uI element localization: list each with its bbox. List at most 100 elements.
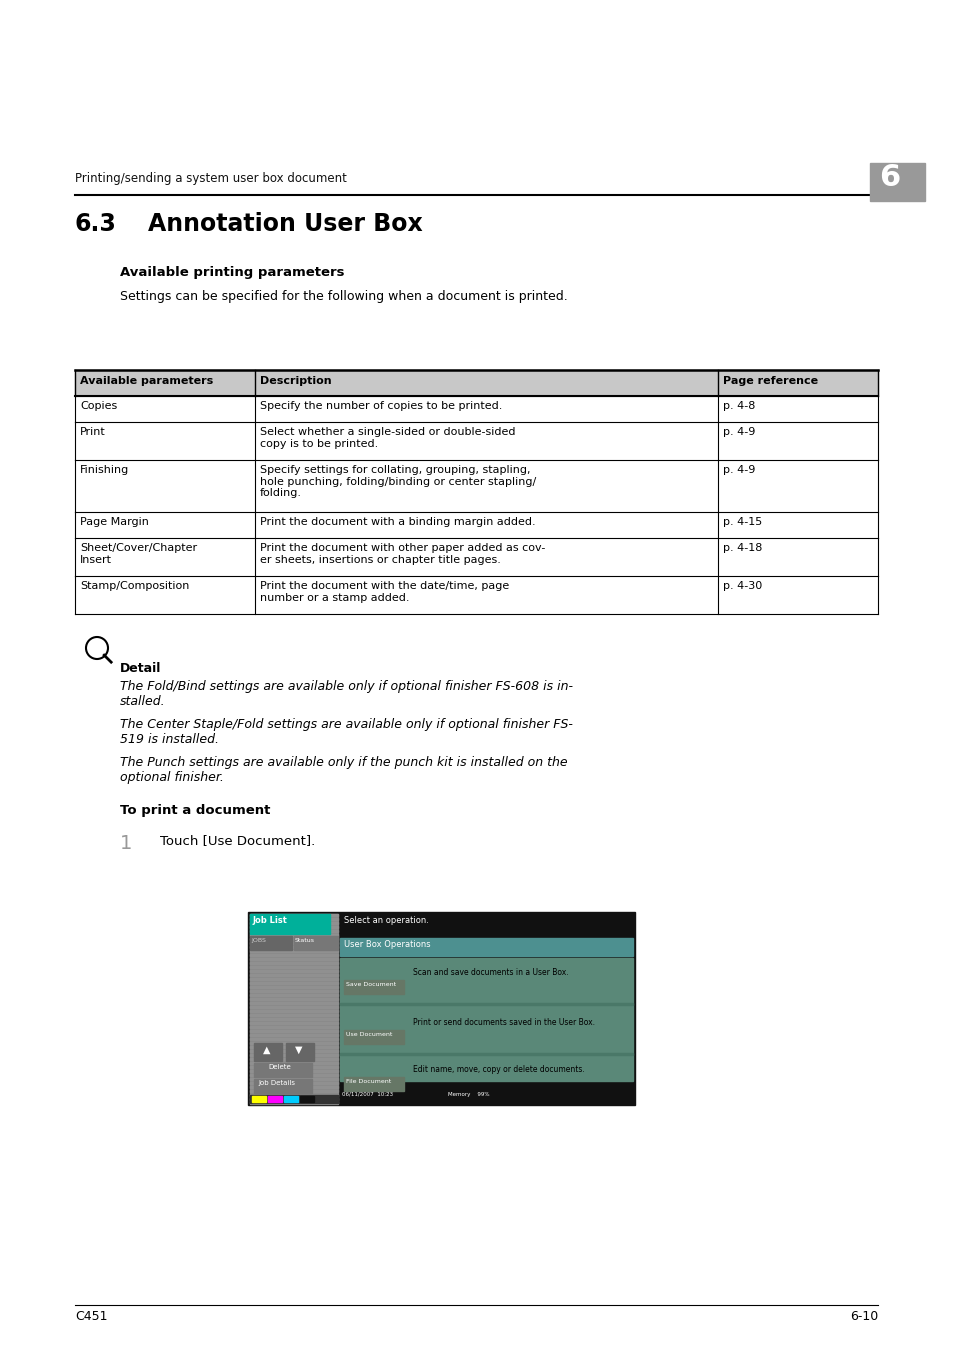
Text: The Punch settings are available only if the punch kit is installed on the
optio: The Punch settings are available only if…: [120, 756, 567, 784]
Text: Scan and save documents in a User Box.: Scan and save documents in a User Box.: [413, 968, 568, 977]
Text: To print a document: To print a document: [120, 805, 270, 817]
Bar: [339, 914, 633, 936]
Text: p. 4-15: p. 4-15: [722, 517, 761, 526]
Text: The Fold/Bind settings are available only if optional finisher FS-608 is in-
sta: The Fold/Bind settings are available onl…: [120, 680, 573, 707]
Text: The Center Staple/Fold settings are available only if optional finisher FS-
519 : The Center Staple/Fold settings are avai…: [120, 718, 572, 747]
Bar: [339, 1091, 633, 1103]
Bar: [250, 1038, 337, 1040]
Bar: [250, 930, 337, 932]
Text: 1: 1: [120, 834, 132, 853]
Text: Status: Status: [294, 938, 314, 944]
Bar: [344, 980, 403, 994]
Bar: [253, 1044, 282, 1061]
Bar: [250, 1042, 337, 1044]
Bar: [250, 1094, 337, 1096]
Text: 06/11/2007  10:23: 06/11/2007 10:23: [341, 1092, 393, 1098]
Text: Edit name, move, copy or delete documents.: Edit name, move, copy or delete document…: [413, 1065, 584, 1075]
Bar: [248, 913, 635, 1106]
Text: ▲: ▲: [263, 1045, 271, 1054]
Text: Specify settings for collating, grouping, stapling,
hole punching, folding/bindi: Specify settings for collating, grouping…: [260, 464, 536, 498]
Text: Print or send documents saved in the User Box.: Print or send documents saved in the Use…: [413, 1018, 595, 1027]
Text: 6.3: 6.3: [75, 212, 117, 236]
Bar: [250, 1062, 337, 1064]
Bar: [250, 914, 330, 934]
Bar: [253, 1079, 312, 1094]
Text: Page reference: Page reference: [722, 377, 818, 386]
Bar: [286, 1044, 314, 1061]
Bar: [250, 998, 337, 1000]
Bar: [250, 946, 337, 948]
Text: File Document: File Document: [346, 1079, 391, 1084]
Text: ▼: ▼: [294, 1045, 302, 1054]
Bar: [250, 914, 337, 1103]
Text: Available parameters: Available parameters: [80, 377, 213, 386]
Bar: [250, 938, 337, 940]
Bar: [250, 954, 337, 956]
Text: C451: C451: [75, 1310, 108, 1323]
Text: Printing/sending a system user box document: Printing/sending a system user box docum…: [75, 171, 347, 185]
Bar: [250, 1050, 337, 1052]
Bar: [250, 926, 337, 927]
Bar: [339, 938, 633, 956]
Bar: [250, 1095, 337, 1103]
Bar: [339, 958, 633, 1081]
Text: p. 4-30: p. 4-30: [722, 580, 761, 591]
Bar: [250, 981, 337, 984]
Bar: [299, 1096, 314, 1102]
Text: p. 4-9: p. 4-9: [722, 464, 755, 475]
Bar: [344, 1077, 403, 1091]
Bar: [268, 1096, 282, 1102]
Text: Job Details: Job Details: [257, 1080, 294, 1085]
Text: Save Document: Save Document: [346, 981, 395, 987]
Bar: [250, 986, 337, 988]
Bar: [250, 971, 337, 972]
Bar: [250, 1026, 337, 1027]
Bar: [250, 967, 337, 968]
Bar: [869, 163, 924, 201]
Bar: [250, 936, 292, 950]
Bar: [250, 958, 337, 960]
Bar: [250, 1102, 337, 1104]
Bar: [284, 1096, 297, 1102]
Text: Select whether a single-sided or double-sided
copy is to be printed.: Select whether a single-sided or double-…: [260, 427, 515, 448]
Text: Specify the number of copies to be printed.: Specify the number of copies to be print…: [260, 401, 502, 410]
Bar: [250, 1098, 337, 1100]
Bar: [294, 936, 337, 950]
Text: Touch [Use Document].: Touch [Use Document].: [160, 834, 314, 846]
Bar: [250, 1046, 337, 1048]
Text: Copies: Copies: [80, 401, 117, 410]
Bar: [253, 1062, 312, 1077]
Text: p. 4-8: p. 4-8: [722, 401, 755, 410]
Bar: [250, 1010, 337, 1012]
Bar: [250, 1058, 337, 1060]
Text: Memory    99%: Memory 99%: [448, 1092, 489, 1098]
Text: Delete: Delete: [268, 1064, 291, 1071]
Text: Finishing: Finishing: [80, 464, 129, 475]
Bar: [250, 950, 337, 952]
Text: p. 4-18: p. 4-18: [722, 543, 761, 554]
Text: 6-10: 6-10: [849, 1310, 877, 1323]
Bar: [250, 934, 337, 936]
Text: Print the document with the date/time, page
number or a stamp added.: Print the document with the date/time, p…: [260, 580, 509, 602]
Bar: [250, 1002, 337, 1004]
Bar: [250, 994, 337, 996]
Bar: [250, 1014, 337, 1017]
Bar: [250, 918, 337, 919]
Text: Description: Description: [260, 377, 332, 386]
Text: Print: Print: [80, 427, 106, 437]
Text: Detail: Detail: [120, 662, 161, 675]
Bar: [250, 1066, 337, 1068]
Text: Sheet/Cover/Chapter
Insert: Sheet/Cover/Chapter Insert: [80, 543, 197, 564]
Text: Use Document: Use Document: [346, 1031, 392, 1037]
Bar: [250, 1085, 337, 1088]
Text: JOBS: JOBS: [251, 938, 266, 944]
Text: Print the document with a binding margin added.: Print the document with a binding margin…: [260, 517, 535, 526]
Bar: [250, 942, 337, 944]
Bar: [250, 1081, 337, 1084]
Text: Print the document with other paper added as cov-
er sheets, insertions or chapt: Print the document with other paper adde…: [260, 543, 545, 564]
Bar: [250, 914, 337, 917]
Bar: [250, 1075, 337, 1076]
Text: p. 4-9: p. 4-9: [722, 427, 755, 437]
Bar: [339, 1053, 633, 1054]
Bar: [250, 973, 337, 976]
